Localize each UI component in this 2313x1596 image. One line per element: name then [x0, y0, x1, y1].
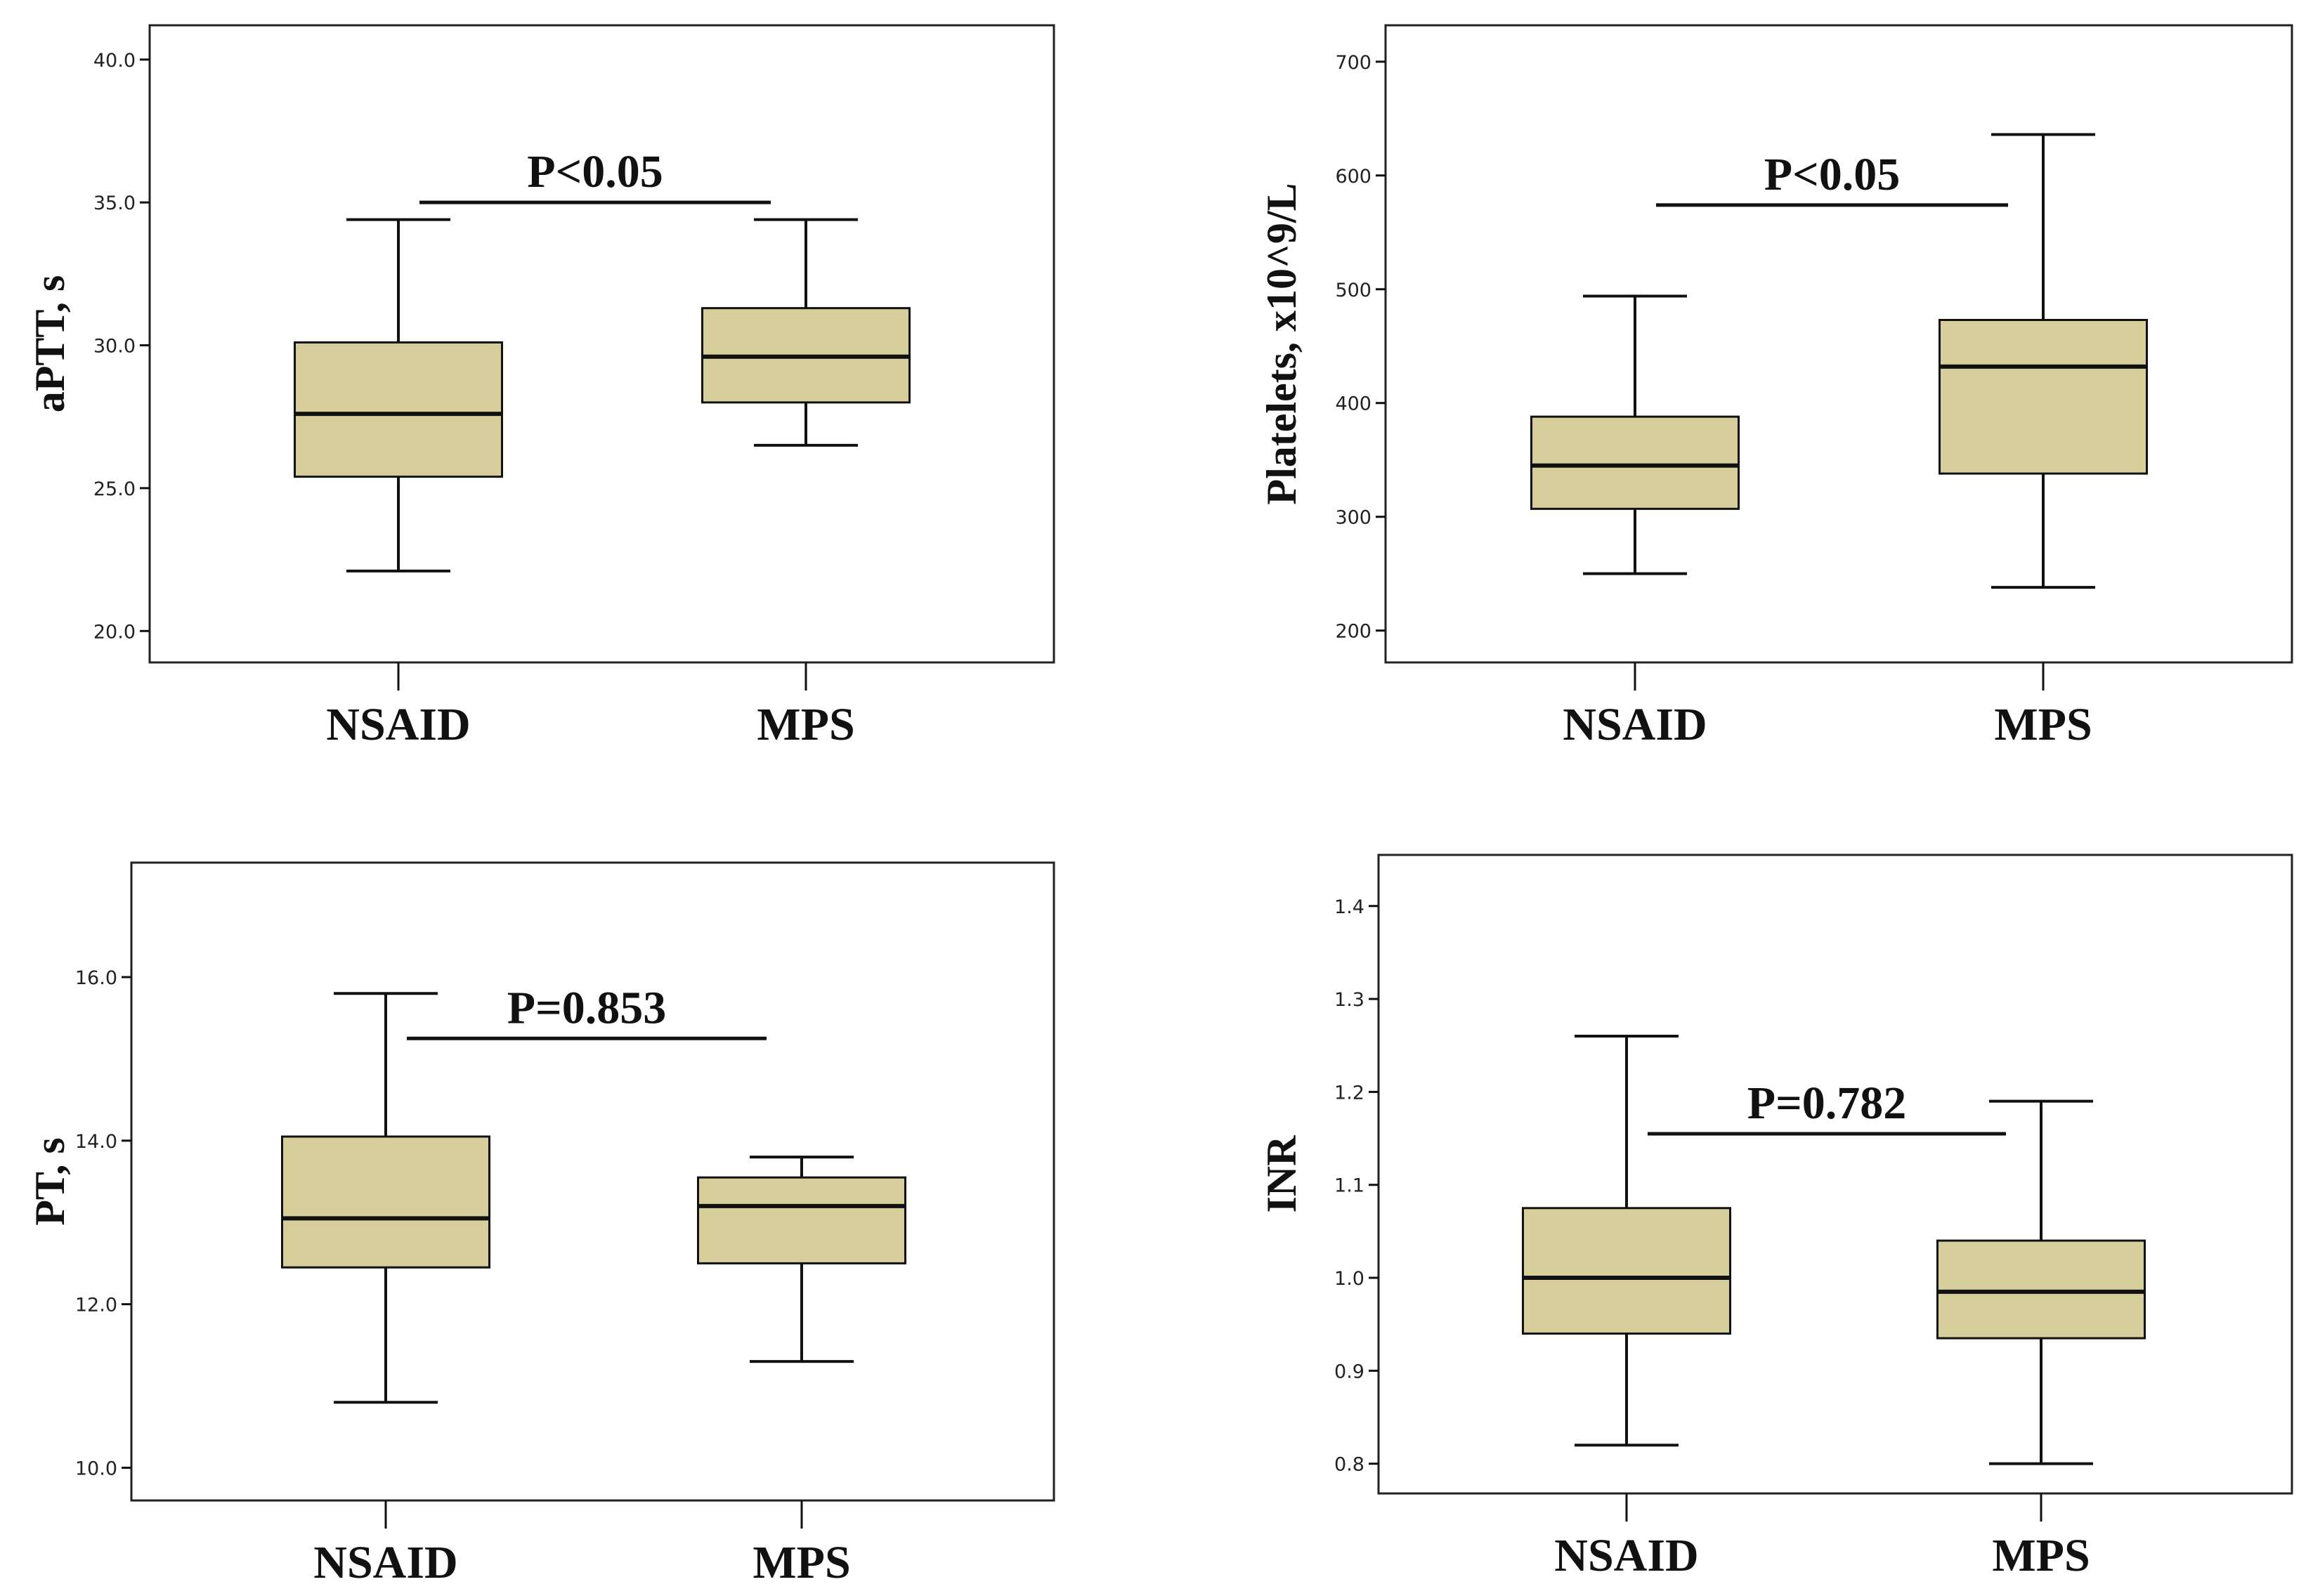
panel-1-y-axis-label: aPTT, s	[27, 275, 73, 413]
panel-3-plot-frame	[130, 861, 1055, 1502]
panel-1-y-tick-label: 25.0	[93, 478, 136, 500]
panel-4-x-category-label: NSAID	[1554, 1530, 1698, 1581]
panel-4-y-tick-label: 1.2	[1334, 1082, 1364, 1104]
panel-3-y-tick-label: 10.0	[75, 1458, 117, 1479]
panel-2-x-category-label: MPS	[1994, 699, 2092, 750]
panel-3-y-tick-label: 14.0	[75, 1131, 117, 1153]
panel-1-x-category-label: NSAID	[326, 699, 470, 750]
panel-2-y-tick-label: 700	[1335, 52, 1371, 74]
panel-1-plot-frame	[148, 24, 1055, 664]
panel-3-y-axis-label: PT, s	[27, 1137, 73, 1226]
panel-1-y-tick-label: 20.0	[93, 621, 136, 643]
panel-3-x-category-label: MPS	[752, 1537, 850, 1588]
panel-2-nsaid-box	[1530, 415, 1740, 510]
panel-2-y-tick-label: 300	[1335, 507, 1371, 529]
panel-3-y-tick-label: 16.0	[75, 967, 117, 989]
panel-4-mps-box	[1936, 1239, 2146, 1340]
panel-1-y-tick-label: 40.0	[93, 50, 136, 72]
panel-3-y-tick-label: 12.0	[75, 1295, 117, 1316]
panel-2-y-axis-label: Platelets, x10^9/L	[1258, 183, 1305, 504]
panel-1-p-value-label: P<0.05	[527, 146, 663, 197]
panel-4-plot-frame	[1377, 853, 2293, 1495]
panel-2-x-category-label: NSAID	[1563, 699, 1707, 750]
panel-4-y-tick-label: 1.0	[1334, 1268, 1364, 1290]
panel-4-x-category-label: MPS	[1992, 1530, 2090, 1581]
panel-3-p-value-label: P=0.853	[507, 982, 666, 1033]
panel-2-y-tick-label: 200	[1335, 621, 1371, 643]
panel-2-mps-box	[1939, 318, 2148, 475]
panel-1-y-tick-label: 30.0	[93, 336, 136, 358]
panel-4-y-tick-label: 1.1	[1334, 1175, 1364, 1197]
panel-2-y-tick-label: 500	[1335, 280, 1371, 301]
panel-4-y-tick-label: 1.3	[1334, 989, 1364, 1011]
panel-1-x-category-label: MPS	[757, 699, 854, 750]
panel-2-plot-frame	[1384, 24, 2293, 664]
panel-2-y-tick-label: 400	[1335, 393, 1371, 415]
panel-4-y-tick-label: 0.8	[1334, 1454, 1364, 1476]
panel-2-y-tick-label: 600	[1335, 166, 1371, 188]
panel-1-nsaid-box	[294, 341, 503, 478]
panel-3-mps-box	[697, 1176, 906, 1264]
panel-4-y-tick-label: 0.9	[1334, 1361, 1364, 1382]
panel-3-x-category-label: NSAID	[313, 1537, 457, 1588]
panel-4-y-tick-label: 1.4	[1334, 896, 1364, 918]
panel-4-y-axis-label: INR	[1258, 1135, 1305, 1213]
panel-1-y-tick-label: 35.0	[93, 192, 136, 214]
panel-2-p-value-label: P<0.05	[1764, 149, 1900, 200]
panel-4-p-value-label: P=0.782	[1747, 1078, 1906, 1129]
panel-4-nsaid-box	[1522, 1207, 1731, 1335]
panel-3-nsaid-box	[281, 1135, 490, 1269]
